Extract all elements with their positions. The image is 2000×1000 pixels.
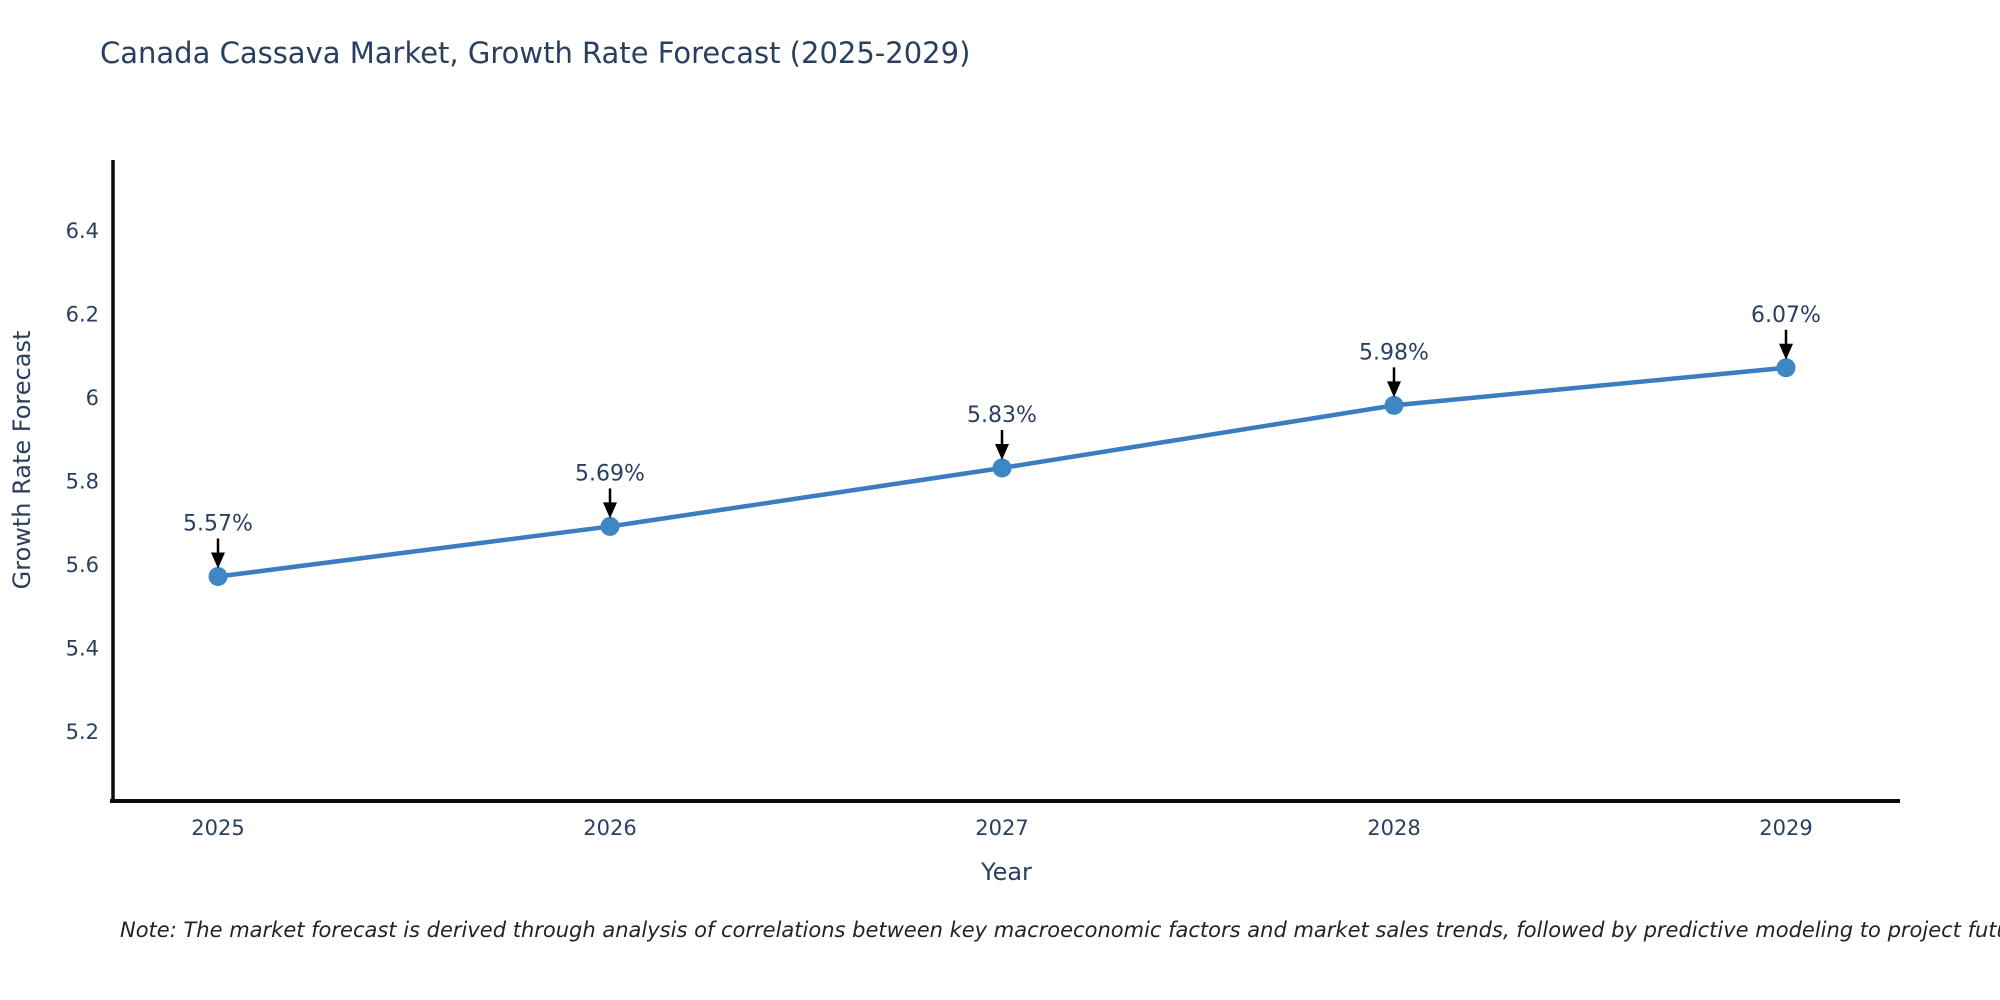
data-point-marker xyxy=(208,567,228,587)
chart-title: Canada Cassava Market, Growth Rate Forec… xyxy=(100,36,971,70)
x-tick-label: 2026 xyxy=(583,816,636,840)
data-point-marker xyxy=(1776,358,1796,378)
data-point-marker xyxy=(1384,395,1404,415)
y-tick-label: 6 xyxy=(86,386,99,410)
x-tick-label: 2025 xyxy=(191,816,244,840)
y-tick-label: 5.6 xyxy=(66,553,99,577)
data-point-marker xyxy=(992,458,1012,478)
y-tick-label: 5.4 xyxy=(66,637,99,661)
data-point-marker xyxy=(600,516,620,536)
footnote: Note: The market forecast is derived thr… xyxy=(120,918,2000,942)
annotation-arrowhead xyxy=(995,443,1009,460)
data-label: 5.69% xyxy=(575,461,645,486)
annotation-arrowhead xyxy=(603,502,617,519)
x-tick-label: 2027 xyxy=(975,816,1028,840)
x-tick-label: 2028 xyxy=(1367,816,1420,840)
data-label: 5.57% xyxy=(183,512,253,537)
x-axis-title: Year xyxy=(981,858,1032,886)
annotation-arrowhead xyxy=(211,552,225,569)
y-tick-label: 5.8 xyxy=(66,470,99,494)
y-tick-label: 6.4 xyxy=(66,219,99,243)
annotation-arrowhead xyxy=(1387,381,1401,398)
x-tick-label: 2029 xyxy=(1759,816,1812,840)
data-label: 6.07% xyxy=(1751,303,1821,328)
y-axis-title: Growth Rate Forecast xyxy=(8,330,36,590)
y-tick-label: 6.2 xyxy=(66,303,99,327)
data-label: 5.83% xyxy=(967,403,1037,428)
annotation-arrowhead xyxy=(1779,343,1793,360)
y-tick-label: 5.2 xyxy=(66,720,99,744)
data-label: 5.98% xyxy=(1359,340,1429,365)
